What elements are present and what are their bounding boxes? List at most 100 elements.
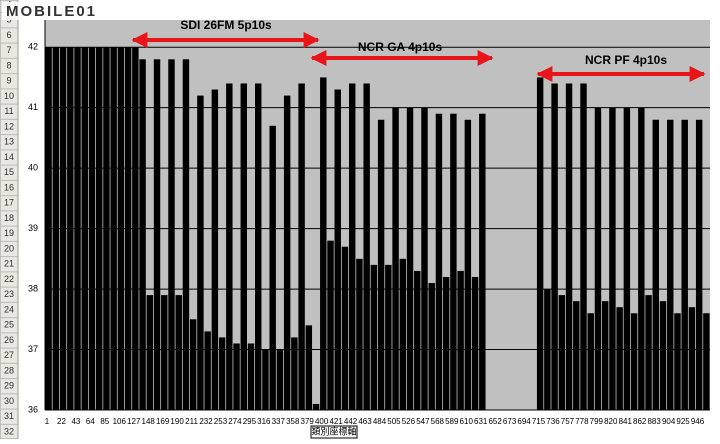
x-tick-label: 442 bbox=[344, 417, 358, 426]
bar bbox=[385, 264, 392, 410]
x-tick-label: 904 bbox=[662, 417, 676, 426]
bar bbox=[146, 295, 154, 410]
y-tick-label: 41 bbox=[28, 102, 38, 112]
bar bbox=[218, 337, 226, 410]
x-tick-label: 253 bbox=[214, 417, 228, 426]
row-header: 13 bbox=[4, 137, 14, 147]
bar bbox=[226, 83, 233, 410]
bar bbox=[638, 107, 645, 411]
row-header: 6 bbox=[6, 30, 11, 40]
y-tick-label: 38 bbox=[28, 283, 38, 293]
bar bbox=[211, 89, 219, 410]
bar bbox=[298, 83, 305, 410]
row-header: 23 bbox=[4, 289, 14, 299]
x-tick-label: 337 bbox=[272, 417, 286, 426]
row-header: 25 bbox=[4, 320, 14, 330]
row-header: 27 bbox=[4, 350, 14, 360]
bar bbox=[370, 264, 378, 410]
bar bbox=[587, 313, 594, 410]
row-header: 15 bbox=[4, 167, 14, 177]
bar bbox=[327, 240, 334, 410]
bar bbox=[414, 270, 421, 410]
row-header: 20 bbox=[4, 243, 14, 253]
row-header: 16 bbox=[4, 182, 14, 192]
x-tick-label: 799 bbox=[590, 417, 604, 426]
x-tick-label: 631 bbox=[474, 417, 488, 426]
row-header: 21 bbox=[4, 259, 14, 269]
row-header: 29 bbox=[4, 381, 14, 391]
logo-bg bbox=[2, 2, 126, 20]
bar bbox=[471, 276, 479, 410]
annotation: NCR PF 4p10s bbox=[585, 53, 667, 67]
y-tick-label: 42 bbox=[28, 42, 38, 52]
x-tick-label: 421 bbox=[329, 417, 343, 426]
x-tick-label: 379 bbox=[301, 417, 315, 426]
x-tick-label: 547 bbox=[416, 417, 430, 426]
bar bbox=[659, 301, 667, 410]
x-tick-label: 526 bbox=[402, 417, 416, 426]
x-tick-label: 127 bbox=[127, 417, 141, 426]
y-tick-label: 37 bbox=[28, 344, 38, 354]
bar bbox=[168, 59, 175, 410]
bar bbox=[132, 47, 139, 411]
bar bbox=[74, 47, 81, 411]
x-tick-label: 22 bbox=[57, 417, 66, 426]
logo: MOBILE01 bbox=[6, 3, 97, 20]
x-tick-label: 673 bbox=[503, 417, 517, 426]
x-tick-label: 463 bbox=[358, 417, 372, 426]
bar bbox=[450, 113, 457, 410]
x-tick-label: 652 bbox=[488, 417, 502, 426]
bar bbox=[551, 83, 558, 410]
bar bbox=[688, 307, 696, 410]
x-tick-label: 358 bbox=[286, 417, 300, 426]
row-header: 17 bbox=[4, 198, 14, 208]
bar bbox=[435, 113, 443, 410]
x-tick-label: 232 bbox=[199, 417, 213, 426]
bar bbox=[88, 47, 96, 411]
x-tick-label: 169 bbox=[156, 417, 170, 426]
bar bbox=[269, 125, 276, 410]
bar bbox=[406, 107, 414, 411]
x-tick-label: 946 bbox=[691, 417, 705, 426]
x-tick-label: 190 bbox=[170, 417, 184, 426]
row-header: 7 bbox=[6, 45, 11, 55]
bar bbox=[334, 89, 341, 410]
x-tick-label: 43 bbox=[71, 417, 80, 426]
bar bbox=[204, 331, 211, 410]
y-tick-label: 40 bbox=[28, 163, 38, 173]
row-header: 12 bbox=[4, 121, 14, 131]
bar bbox=[645, 295, 652, 410]
bar bbox=[262, 349, 269, 410]
bar bbox=[305, 325, 313, 410]
bar bbox=[695, 119, 703, 410]
bar bbox=[623, 107, 631, 411]
bar bbox=[233, 343, 240, 410]
bar bbox=[124, 47, 132, 411]
bar bbox=[392, 107, 399, 411]
bar bbox=[399, 258, 407, 410]
row-header: 30 bbox=[4, 396, 14, 406]
bar bbox=[421, 107, 428, 411]
bar bbox=[573, 301, 580, 410]
bar bbox=[609, 107, 616, 411]
bar bbox=[442, 276, 450, 410]
bar bbox=[59, 47, 67, 411]
row-header: 31 bbox=[4, 411, 14, 421]
x-tick-label: 757 bbox=[561, 417, 575, 426]
bar bbox=[565, 83, 573, 410]
x-tick-label: 862 bbox=[633, 417, 647, 426]
row-header: 24 bbox=[4, 304, 14, 314]
x-tick-label: 400 bbox=[315, 417, 329, 426]
bar bbox=[67, 47, 74, 411]
x-tick-label: 484 bbox=[373, 417, 387, 426]
bar bbox=[153, 59, 161, 410]
x-title-box bbox=[310, 425, 358, 439]
bar bbox=[536, 77, 544, 410]
bar bbox=[601, 301, 609, 410]
bar bbox=[681, 119, 688, 410]
x-tick-label: 925 bbox=[676, 417, 690, 426]
x-tick-label: 64 bbox=[86, 417, 95, 426]
bar bbox=[703, 313, 710, 410]
row-header: 8 bbox=[6, 60, 11, 70]
